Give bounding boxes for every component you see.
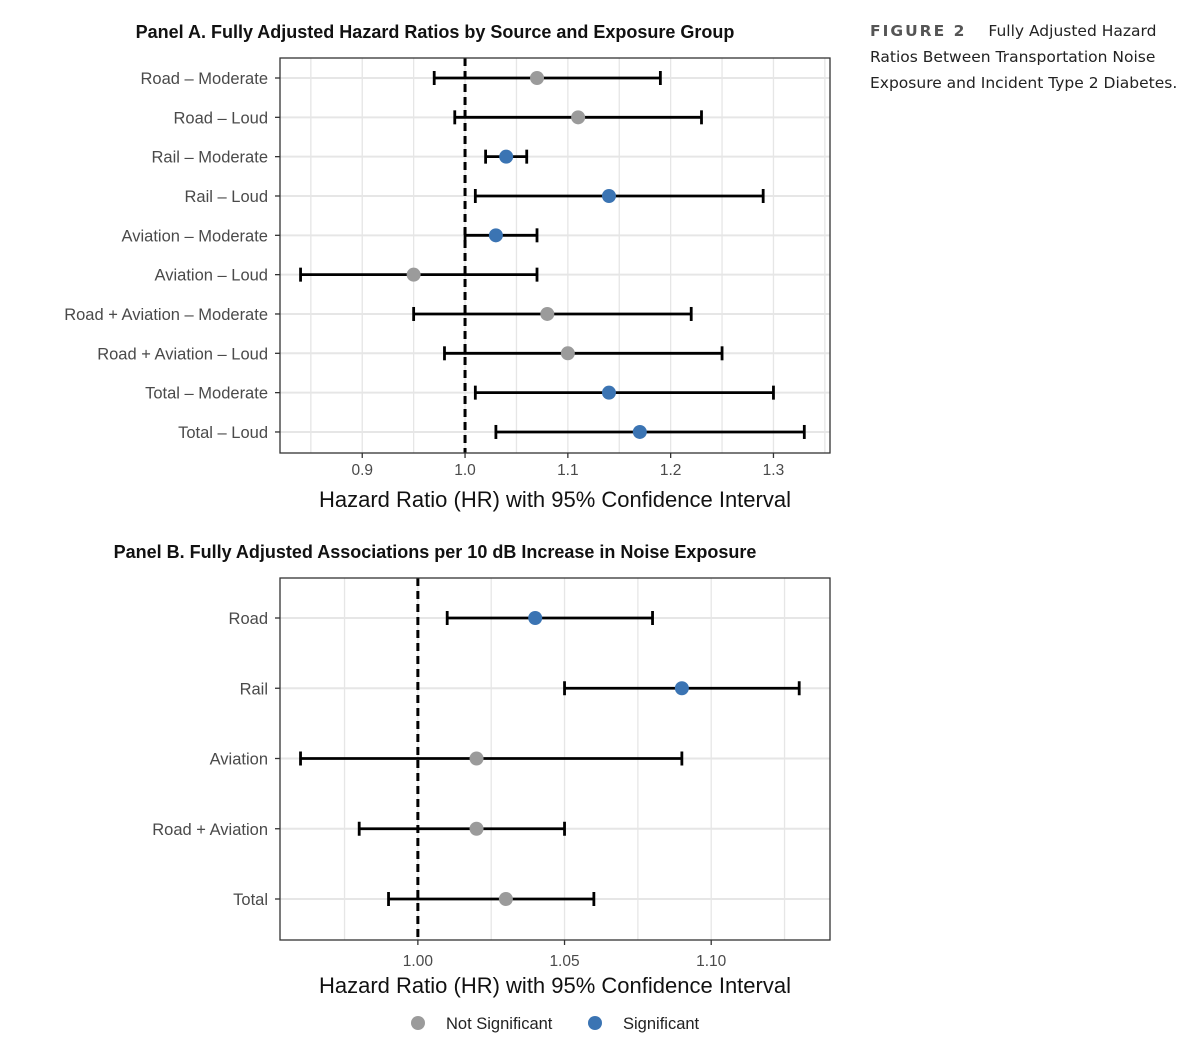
panel-b-row-label: Road + Aviation bbox=[152, 821, 268, 839]
panel-b-x-tick-label: 1.00 bbox=[403, 953, 434, 970]
panel-b-x-axis-title: Hazard Ratio (HR) with 95% Confidence In… bbox=[319, 973, 791, 998]
panel-b-x-tick-label: 1.05 bbox=[549, 953, 579, 970]
panel-a-row-label: Road – Loud bbox=[174, 109, 269, 127]
panel-a-hr-point bbox=[499, 149, 514, 164]
panel-a-row-label: Total – Loud bbox=[178, 424, 268, 442]
panel-a-row-label: Aviation – Moderate bbox=[122, 227, 268, 245]
panel-a-row-label: Aviation – Loud bbox=[155, 267, 268, 285]
panel-a-hr-point bbox=[406, 267, 421, 282]
legend-significant-label: Significant bbox=[623, 1015, 700, 1033]
panel-a-x-tick-label: 0.9 bbox=[351, 462, 373, 479]
panel-a-x-tick-label: 1.2 bbox=[660, 462, 682, 479]
panel-a-x-axis-title: Hazard Ratio (HR) with 95% Confidence In… bbox=[319, 487, 791, 512]
panel-b-hr-point bbox=[469, 821, 484, 836]
panel-a-hr-point bbox=[488, 228, 503, 243]
panel-a-row-label: Rail – Moderate bbox=[152, 149, 268, 167]
panel-a-x-tick-label: 1.1 bbox=[557, 462, 579, 479]
panel-b: Panel B. Fully Adjusted Associations per… bbox=[114, 542, 831, 998]
figure-caption: FIGURE 2 Fully Adjusted Hazard Ratios Bet… bbox=[870, 18, 1190, 96]
panel-b-hr-point bbox=[528, 611, 543, 625]
panel-a-hr-point bbox=[540, 306, 555, 321]
panel-a-row-label: Road + Aviation – Moderate bbox=[64, 306, 268, 324]
legend-not-significant-label: Not Significant bbox=[446, 1015, 553, 1033]
panel-b-row-label: Road bbox=[229, 610, 268, 628]
panel-b-frame bbox=[279, 577, 831, 941]
legend-significant-marker bbox=[588, 1016, 602, 1030]
legend: Not Significant Significant bbox=[411, 1015, 700, 1033]
panel-b-plot-area: Road Rail Aviation Road + Aviation Total 1.00… bbox=[152, 578, 830, 970]
panel-a-plot-area: Road – Moderate Road – Loud Rail – Moderat… bbox=[64, 58, 830, 479]
panel-a-hr-point bbox=[632, 424, 647, 439]
panel-b-hr-point bbox=[469, 751, 484, 766]
panel-a-row-label: Rail – Loud bbox=[185, 188, 268, 206]
panel-b-hr-point bbox=[498, 892, 513, 906]
panel-a-frame bbox=[279, 57, 831, 454]
legend-not-significant-marker bbox=[411, 1016, 425, 1030]
panel-a-hr-point bbox=[601, 385, 616, 400]
panel-b-x-tick-label: 1.10 bbox=[696, 953, 727, 970]
panel-a-title: Panel A. Fully Adjusted Hazard Ratios by… bbox=[136, 22, 735, 42]
panel-a-row-label: Road – Moderate bbox=[141, 70, 269, 88]
panel-a-hr-point bbox=[601, 188, 616, 203]
panel-a-hr-point bbox=[560, 346, 575, 361]
panel-a-hr-point bbox=[530, 71, 545, 85]
panel-a-x-tick-label: 1.0 bbox=[454, 462, 476, 479]
figure-caption-text: Fully Adjusted Hazard Ratios Between Tra… bbox=[870, 22, 1178, 92]
panel-a-x-tick-label: 1.3 bbox=[763, 462, 785, 479]
figure-label: FIGURE 2 bbox=[870, 22, 967, 40]
panel-b-row-label: Rail bbox=[240, 680, 268, 698]
panel-a: Panel A. Fully Adjusted Hazard Ratios by… bbox=[64, 22, 831, 512]
panel-a-row-label: Total – Moderate bbox=[145, 385, 268, 403]
panel-b-row-label: Total bbox=[233, 891, 268, 909]
panel-b-title: Panel B. Fully Adjusted Associations per… bbox=[114, 542, 757, 562]
panel-a-hr-point bbox=[571, 110, 586, 125]
panel-b-row-label: Aviation bbox=[210, 751, 268, 769]
panel-a-row-label: Road + Aviation – Loud bbox=[97, 345, 268, 363]
panel-b-hr-point bbox=[674, 681, 689, 696]
